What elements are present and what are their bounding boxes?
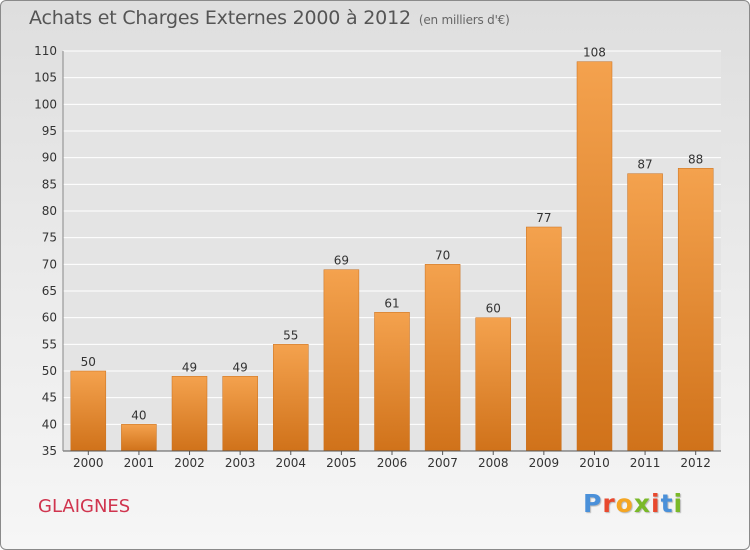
- data-label: 69: [334, 254, 349, 268]
- logo-letter: t: [660, 489, 674, 518]
- bar-2006: [374, 312, 410, 452]
- data-label: 77: [536, 211, 551, 225]
- bar-2012: [677, 168, 714, 452]
- y-tick-label: 90: [42, 151, 57, 165]
- data-label: 49: [233, 360, 248, 374]
- x-tick-label: 2004: [275, 456, 306, 470]
- commune-name: GLAIGNES: [38, 496, 131, 517]
- x-tick-label: 2010: [579, 456, 610, 470]
- y-tick-label: 60: [42, 311, 57, 325]
- x-tick-label: 2006: [377, 456, 408, 470]
- bar-2009: [526, 226, 562, 452]
- bar-2003: [222, 376, 258, 452]
- data-label: 87: [637, 158, 652, 172]
- data-label: 61: [384, 296, 399, 310]
- logo-letter: r: [602, 489, 616, 518]
- data-label: 55: [283, 328, 298, 342]
- bar-2001: [121, 424, 157, 452]
- chart-title-text: Achats et Charges Externes 2000 à 2012: [29, 7, 411, 29]
- x-tick-label: 2005: [326, 456, 357, 470]
- data-label: 88: [688, 152, 703, 166]
- logo-letter: o: [615, 489, 634, 518]
- x-tick-label: 2002: [174, 456, 205, 470]
- x-tick-label: 2000: [73, 456, 104, 470]
- data-label: 60: [486, 302, 501, 316]
- y-tick-label: 100: [34, 97, 57, 111]
- data-label: 50: [81, 355, 96, 369]
- y-tick-label: 50: [42, 364, 57, 378]
- data-label: 108: [583, 46, 606, 60]
- y-tick-label: 110: [34, 44, 57, 58]
- proxiti-logo: Proxiti: [583, 489, 683, 518]
- bar-2008: [475, 317, 511, 452]
- x-tick-label: 2003: [225, 456, 256, 470]
- x-tick-label: 2007: [427, 456, 458, 470]
- data-label: 70: [435, 248, 450, 262]
- y-tick-label: 65: [42, 284, 57, 298]
- logo-letter: i: [651, 489, 661, 518]
- bar-2010: [576, 61, 613, 452]
- x-tick-label: 2011: [630, 456, 661, 470]
- y-tick-label: 75: [42, 231, 57, 245]
- y-tick-label: 95: [42, 124, 57, 138]
- y-tick-label: 45: [42, 391, 57, 405]
- logo-letter: P: [583, 489, 603, 518]
- data-label: 40: [131, 408, 146, 422]
- chart-unit: (en milliers d'€): [418, 13, 510, 27]
- logo-letter: x: [633, 489, 651, 518]
- bar-2000: [70, 370, 107, 452]
- bar-2004: [273, 344, 309, 452]
- y-tick-label: 80: [42, 204, 57, 218]
- bar-2011: [627, 173, 663, 452]
- bar-2007: [424, 264, 461, 452]
- y-tick-label: 85: [42, 177, 57, 191]
- y-tick-label: 70: [42, 257, 57, 271]
- y-tick-label: 35: [42, 444, 57, 458]
- y-tick-label: 105: [34, 71, 57, 85]
- y-tick-label: 40: [42, 417, 57, 431]
- y-tick-label: 55: [42, 337, 57, 351]
- x-tick-label: 2001: [124, 456, 155, 470]
- x-tick-label: 2009: [529, 456, 560, 470]
- x-tick-label: 2008: [478, 456, 509, 470]
- logo-letter: i: [673, 489, 684, 518]
- chart-title: Achats et Charges Externes 2000 à 2012 (e…: [29, 7, 510, 29]
- x-tick-label: 2012: [680, 456, 711, 470]
- data-label: 49: [182, 360, 197, 374]
- bar-2002: [171, 376, 208, 452]
- bar-2005: [323, 269, 360, 452]
